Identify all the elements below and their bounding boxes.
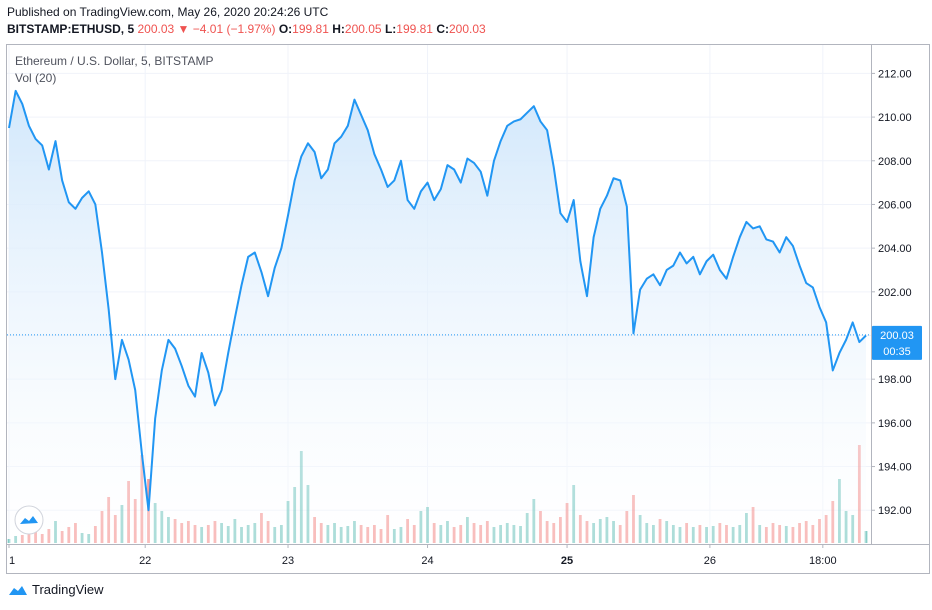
price-tick-label: 194.00 — [878, 462, 912, 474]
price-line — [8, 89, 867, 512]
legend-open: 199.81 — [292, 22, 329, 36]
time-tick-label: 23 — [282, 555, 294, 567]
legend-low-label: L: — [384, 22, 397, 36]
time-tick-label: 26 — [704, 555, 716, 567]
price-tick-label: 198.00 — [878, 374, 912, 386]
price-tick-label: 196.00 — [878, 418, 912, 430]
time-tick-label: 22 — [139, 555, 151, 567]
legend-high-label: H: — [332, 22, 345, 36]
price-tick-label: 202.00 — [878, 287, 912, 299]
current-price-tag-bg — [872, 325, 922, 360]
legend-close-label: C: — [436, 22, 449, 36]
tradingview-logo-icon — [9, 585, 27, 595]
time-axis[interactable]: 1 22 23 24 25 26 18:00 — [8, 544, 837, 567]
chart-title: Ethereum / U.S. Dollar, 5, BITSTAMP — [15, 54, 214, 68]
countdown-label: 00:35 — [883, 346, 911, 358]
price-tick-label: 208.00 — [878, 156, 912, 168]
chart-pane-border — [6, 44, 930, 574]
current-price-label: 200.03 — [880, 330, 914, 342]
legend-symbol[interactable]: BITSTAMP:ETHUSD, 5 — [7, 22, 135, 36]
time-tick-label: 25 — [561, 555, 573, 567]
legend-last-price: 200.03 — [137, 22, 175, 36]
legend-low: 199.81 — [396, 22, 433, 36]
price-tick-label: 212.00 — [878, 68, 912, 80]
time-tick-label: 1 — [9, 555, 15, 567]
tradingview-watermark-icon — [14, 505, 44, 535]
footer-brand[interactable]: TradingView — [8, 582, 104, 597]
price-axis[interactable]: 192.00194.00196.00198.00200.00202.00204.… — [871, 68, 912, 517]
price-chart[interactable]: 192.00194.00196.00198.00200.00202.00204.… — [0, 0, 932, 580]
price-tick-label: 192.00 — [878, 505, 912, 517]
price-tick-label: 210.00 — [878, 112, 912, 124]
published-text: Published on TradingView.com, May 26, 20… — [7, 5, 329, 19]
symbol-legend: BITSTAMP:ETHUSD, 5 200.03 ▼ −4.01 (−1.97… — [7, 22, 486, 36]
price-tick-label: 206.00 — [878, 199, 912, 211]
time-tick-label: 18:00 — [809, 555, 837, 567]
footer-brand-text: TradingView — [32, 582, 104, 597]
legend-change: −4.01 (−1.97%) — [192, 22, 276, 36]
price-tick-label: 204.00 — [878, 243, 912, 255]
legend-close: 200.03 — [448, 22, 486, 36]
volume-indicator-label: Vol (20) — [15, 71, 57, 85]
price-area-fill — [9, 90, 866, 544]
legend-open-label: O: — [278, 22, 293, 36]
current-price-tag: 200.03 00:35 — [872, 325, 922, 360]
down-arrow-icon: ▼ — [177, 22, 190, 36]
legend-high: 200.05 — [344, 22, 382, 36]
time-tick-label: 24 — [421, 555, 433, 567]
